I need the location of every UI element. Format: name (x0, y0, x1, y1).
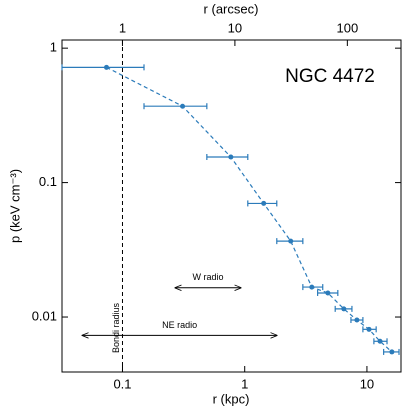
bondi-label: Bondi radius (111, 302, 121, 353)
x2-tick-label: 1 (119, 20, 126, 35)
x-tick-label: 1 (241, 376, 248, 391)
data-point (354, 317, 360, 323)
y-tick-label: 0.1 (39, 174, 57, 189)
data-point (341, 306, 347, 312)
x2-axis-label: r (arcsec) (204, 1, 259, 16)
annotation-label: W radio (193, 272, 224, 282)
chart-title: NGC 4472 (285, 66, 375, 87)
data-point (366, 326, 372, 332)
data-point (309, 284, 315, 290)
data-point (288, 238, 294, 244)
x2-tick-label: 10 (228, 20, 242, 35)
data-point (228, 154, 234, 160)
y-tick-label: 1 (50, 40, 57, 55)
y-tick-label: 0.01 (32, 308, 57, 323)
data-point (389, 349, 395, 355)
data-point (180, 103, 186, 109)
y-axis-label: p (keV cm⁻³) (7, 169, 22, 243)
x-axis-label: r (kpc) (213, 391, 250, 406)
x-tick-label: 0.1 (113, 376, 131, 391)
data-point (103, 64, 109, 70)
plot-frame (61, 39, 402, 373)
annotation-label: NE radio (162, 320, 197, 330)
x-tick-label: 10 (360, 376, 374, 391)
profile-line (106, 66, 393, 353)
data-point (261, 200, 267, 206)
data-point (377, 338, 383, 344)
data-point (325, 290, 331, 296)
x2-tick-label: 100 (336, 20, 358, 35)
